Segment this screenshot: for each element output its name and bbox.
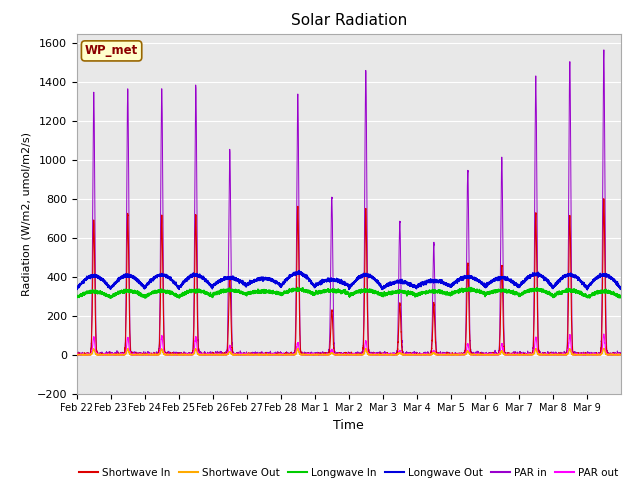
Legend: Shortwave In, Shortwave Out, Longwave In, Longwave Out, PAR in, PAR out: Shortwave In, Shortwave Out, Longwave In… — [76, 464, 622, 480]
Y-axis label: Radiation (W/m2, umol/m2/s): Radiation (W/m2, umol/m2/s) — [21, 132, 31, 296]
Text: WP_met: WP_met — [85, 44, 138, 58]
Title: Solar Radiation: Solar Radiation — [291, 13, 407, 28]
X-axis label: Time: Time — [333, 419, 364, 432]
